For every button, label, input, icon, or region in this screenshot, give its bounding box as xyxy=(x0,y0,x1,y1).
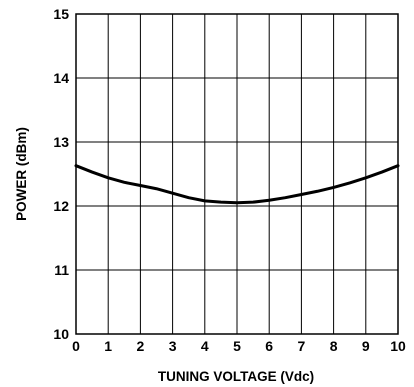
x-tick-label: 2 xyxy=(137,338,145,354)
x-tick-label: 7 xyxy=(298,338,306,354)
y-tick-labels: 10 11 12 13 14 15 xyxy=(53,6,69,342)
y-tick-label: 13 xyxy=(53,134,69,150)
y-axis-label: POWER (dBm) xyxy=(14,127,29,221)
x-tick-labels: 0 1 2 3 4 5 6 7 8 9 10 xyxy=(72,338,406,354)
x-tick-label: 5 xyxy=(233,338,241,354)
grid xyxy=(76,14,398,334)
y-tick-label: 15 xyxy=(53,6,69,22)
x-tick-label: 10 xyxy=(390,338,406,354)
x-tick-label: 8 xyxy=(330,338,338,354)
x-tick-label: 6 xyxy=(265,338,273,354)
y-tick-label: 12 xyxy=(53,198,69,214)
x-axis-label: TUNING VOLTAGE (Vdc) xyxy=(158,369,314,384)
x-tick-label: 4 xyxy=(201,338,209,354)
x-tick-label: 1 xyxy=(104,338,112,354)
plot-border xyxy=(75,13,399,335)
y-tick-label: 14 xyxy=(53,70,69,86)
plot-frame xyxy=(75,13,399,335)
x-tick-label: 9 xyxy=(362,338,370,354)
y-tick-label: 10 xyxy=(53,326,69,342)
y-tick-label: 11 xyxy=(54,262,69,278)
x-tick-label: 0 xyxy=(72,338,80,354)
series-layer xyxy=(74,164,400,205)
series-line xyxy=(74,164,400,205)
x-tick-label: 3 xyxy=(169,338,177,354)
